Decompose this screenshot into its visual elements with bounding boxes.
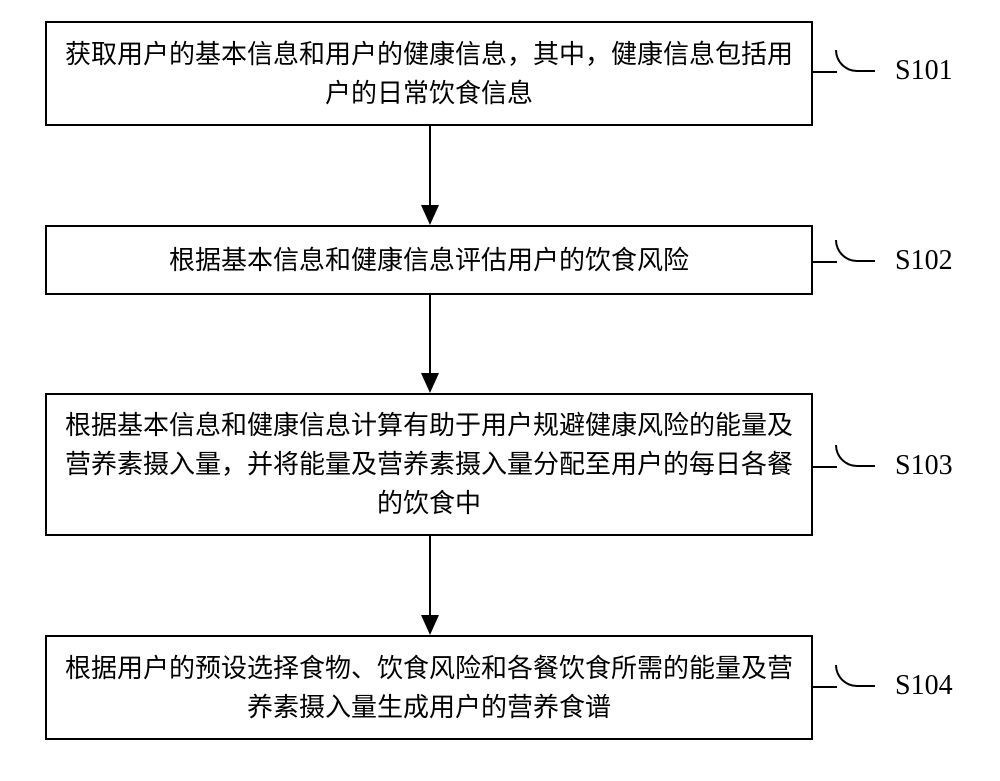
step-label-s102: S102: [895, 245, 953, 277]
connector-curve: [835, 50, 875, 72]
connector-segment: [813, 686, 837, 688]
arrow-head-icon: [421, 373, 439, 393]
flow-edge-1: [429, 126, 431, 225]
label-connector-s103: [813, 445, 875, 467]
flow-node-s104: 根据用户的预设选择食物、饮食风险和各餐饮食所需的能量及营养素摄入量生成用户的营养…: [45, 635, 813, 740]
flow-node-text: 根据基本信息和健康信息评估用户的饮食风险: [169, 241, 689, 280]
step-label-s104: S104: [895, 670, 953, 702]
label-connector-s102: [813, 240, 875, 262]
connector-segment: [813, 466, 837, 468]
connector-segment: [813, 71, 837, 73]
connector-curve: [835, 240, 875, 262]
flow-edge-3: [429, 536, 431, 635]
flow-edge-2: [429, 295, 431, 393]
connector-curve: [835, 445, 875, 467]
arrow-shaft: [429, 295, 431, 373]
arrow-head-icon: [421, 615, 439, 635]
step-label-text: S103: [895, 450, 953, 481]
label-connector-s101: [813, 50, 875, 72]
flow-node-text: 获取用户的基本信息和用户的健康信息，其中，健康信息包括用户的日常饮食信息: [63, 35, 795, 113]
arrow-shaft: [429, 536, 431, 615]
flow-node-s101: 获取用户的基本信息和用户的健康信息，其中，健康信息包括用户的日常饮食信息: [45, 21, 813, 126]
flow-node-s102: 根据基本信息和健康信息评估用户的饮食风险: [45, 225, 813, 295]
step-label-text: S104: [895, 670, 953, 701]
flow-node-text: 根据基本信息和健康信息计算有助于用户规避健康风险的能量及营养素摄入量，并将能量及…: [63, 406, 795, 523]
step-label-text: S101: [895, 55, 953, 86]
arrow-shaft: [429, 126, 431, 205]
connector-segment: [813, 261, 837, 263]
label-connector-s104: [813, 665, 875, 687]
flowchart-container: 获取用户的基本信息和用户的健康信息，其中，健康信息包括用户的日常饮食信息 根据基…: [0, 0, 1000, 781]
flow-node-s103: 根据基本信息和健康信息计算有助于用户规避健康风险的能量及营养素摄入量，并将能量及…: [45, 393, 813, 536]
flow-node-text: 根据用户的预设选择食物、饮食风险和各餐饮食所需的能量及营养素摄入量生成用户的营养…: [63, 649, 795, 727]
step-label-s103: S103: [895, 450, 953, 482]
step-label-text: S102: [895, 245, 953, 276]
step-label-s101: S101: [895, 55, 953, 87]
connector-curve: [835, 665, 875, 687]
arrow-head-icon: [421, 205, 439, 225]
